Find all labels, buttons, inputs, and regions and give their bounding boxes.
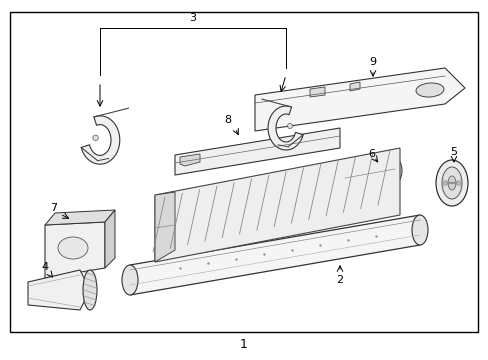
Ellipse shape (93, 135, 98, 140)
Text: 5: 5 (449, 147, 457, 157)
Ellipse shape (83, 270, 97, 310)
Ellipse shape (435, 160, 467, 206)
Ellipse shape (387, 158, 401, 183)
Polygon shape (130, 215, 419, 295)
Text: 1: 1 (240, 338, 247, 351)
Text: 7: 7 (50, 203, 58, 213)
Polygon shape (45, 210, 115, 225)
Ellipse shape (441, 167, 461, 199)
Polygon shape (175, 128, 339, 175)
Polygon shape (349, 82, 359, 91)
Text: 6: 6 (367, 149, 374, 159)
Polygon shape (180, 154, 200, 166)
Ellipse shape (415, 83, 443, 97)
Ellipse shape (447, 176, 455, 190)
Polygon shape (105, 210, 115, 268)
Polygon shape (267, 106, 303, 150)
Text: 8: 8 (224, 115, 231, 125)
Ellipse shape (58, 237, 88, 259)
Polygon shape (254, 68, 464, 131)
Ellipse shape (287, 123, 292, 129)
Polygon shape (28, 270, 90, 310)
Text: 4: 4 (41, 262, 48, 272)
Ellipse shape (411, 215, 427, 245)
Polygon shape (155, 192, 175, 262)
Text: 2: 2 (336, 275, 343, 285)
Bar (10, 12, 477, 332)
Polygon shape (345, 158, 394, 193)
Polygon shape (309, 87, 325, 97)
Text: 3: 3 (189, 13, 196, 23)
Text: 9: 9 (368, 57, 376, 67)
Polygon shape (81, 116, 120, 164)
Ellipse shape (122, 265, 138, 295)
Polygon shape (45, 222, 105, 278)
Polygon shape (155, 148, 399, 262)
